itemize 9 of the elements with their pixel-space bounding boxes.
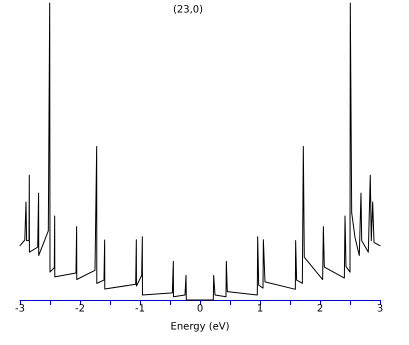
x-tick-label: 3 [376,304,384,314]
x-tick-label: 0 [196,304,204,314]
x-tick-label: 1 [256,304,264,314]
chart-title: (23,0) [172,4,204,16]
x-tick-label: -3 [15,304,25,314]
x-tick-label: -2 [75,304,85,314]
x-axis-title: Energy (eV) [170,322,230,332]
x-tick-label: -1 [135,304,145,314]
x-tick-label: 2 [316,304,324,314]
